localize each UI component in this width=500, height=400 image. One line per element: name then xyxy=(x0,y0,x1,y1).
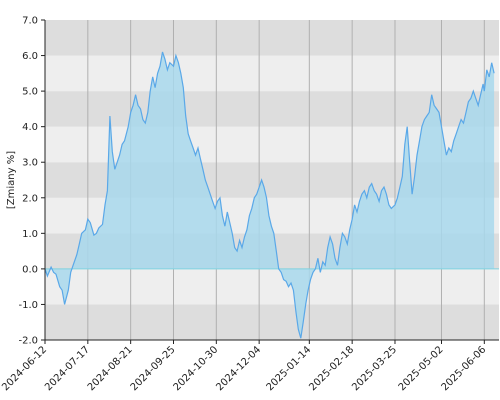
x-tick-label: 2025-05-02 xyxy=(397,344,446,393)
y-tick-label: 5.0 xyxy=(22,87,38,98)
y-tick-label: 6.0 xyxy=(22,51,38,62)
x-tick-label: 2025-01-14 xyxy=(265,344,314,393)
x-tick-label: 2025-06-06 xyxy=(440,344,489,393)
x-tick-label: 2024-09-25 xyxy=(129,344,178,393)
x-tick-label: 2024-06-12 xyxy=(0,344,49,393)
series-area xyxy=(45,52,495,339)
x-tick-label: 2024-08-21 xyxy=(86,344,135,393)
y-tick-label: -2.0 xyxy=(18,336,38,347)
y-tick-label: 2.0 xyxy=(22,193,38,204)
y-tick-label: 4.0 xyxy=(22,122,38,133)
x-tick-label: 2024-10-30 xyxy=(172,344,221,393)
band xyxy=(45,91,499,127)
y-tick-label: 1.0 xyxy=(22,229,38,240)
x-tick-label: 2024-12-04 xyxy=(214,344,263,393)
x-axis-ticks: 2024-06-122024-07-172024-08-212024-09-25… xyxy=(0,340,488,393)
data-series xyxy=(44,20,499,341)
x-tick-label: 2025-02-18 xyxy=(307,344,356,393)
y-axis-label: [Zmiany %] xyxy=(6,151,17,209)
y-tick-label: -1.0 xyxy=(18,300,38,311)
x-tick-label: 2024-07-17 xyxy=(43,344,92,393)
series-line xyxy=(44,51,495,339)
y-tick-label: 7.0 xyxy=(22,16,38,27)
y-tick-label: 0.0 xyxy=(22,264,38,275)
band xyxy=(45,268,499,305)
y-axis-ticks: -2.0 -1.0 0.0 1.0 2.0 3.0 4.0 5.0 6.0 7.0 xyxy=(18,16,45,347)
band xyxy=(45,304,499,340)
y-tick-label: 3.0 xyxy=(22,158,38,169)
x-tick-label: 2025-03-25 xyxy=(350,344,399,393)
band xyxy=(45,20,499,56)
band xyxy=(45,55,499,92)
